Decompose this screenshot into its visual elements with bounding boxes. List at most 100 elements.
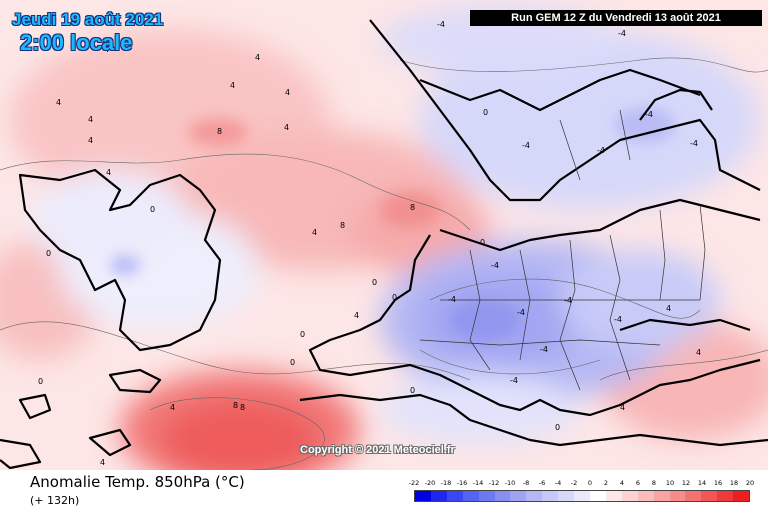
legend-tick-label: 10 [665,479,675,487]
legend-tick-label: -10 [504,479,516,487]
legend-swatch [478,491,495,501]
legend-swatch [558,491,575,501]
legend-tick-label: -14 [472,479,484,487]
legend-swatch [415,491,431,501]
legend-tick-label: 2 [603,479,609,487]
legend-tick-label: 18 [729,479,739,487]
contour-value-label: -4 [645,110,653,119]
legend-tick-label: 16 [713,479,723,487]
contour-value-label: 4 [230,81,235,90]
legend-tick-label: 20 [745,479,755,487]
legend-tick-label: 8 [651,479,657,487]
legend-tick-label: 14 [697,479,707,487]
contour-value-label: -4 [614,315,622,324]
contour-lines [0,57,768,470]
legend-swatch [605,491,622,501]
legend-swatch [669,491,686,501]
legend-tick-label: 12 [681,479,691,487]
contour-value-label: 0 [410,386,415,395]
contour-value-label: 4 [666,304,671,313]
contour-value-label: 0 [555,423,560,432]
legend-tick-label: -12 [488,479,500,487]
contour-value-label: 4 [88,115,93,124]
contour-value-label: -4 [448,295,456,304]
contour-value-label: 4 [88,136,93,145]
legend-swatch [462,491,479,501]
legend-swatch [542,491,559,501]
contour-value-label: 4 [100,458,105,467]
contour-value-label: -4 [564,296,572,305]
legend-color-bar [414,490,750,502]
contour-value-label: 4 [284,123,289,132]
legend-swatch [717,491,734,501]
contour-value-label: 4 [104,45,109,54]
contour-value-label: -4 [597,146,605,155]
legend-tick-label: 6 [635,479,641,487]
contour-value-label: 4 [285,88,290,97]
contour-value-label: 4 [106,168,111,177]
anomaly-map: 4 4 4 4 4 4 4 4 4 8 8 8 8 4 0 0 0 0 0 0 0 0 -4 -4 -4 -4 -4 -4 -4 -4 -4… [0,0,768,470]
color-legend: -22 -20 -18 -16 -14 -12 -10 -8 -6 -4 -2 0 2 4 6 8 10 12 14… [409,479,754,507]
contour-value-label: 0 [392,293,397,302]
legend-tick-label: -22 [408,479,420,487]
contour-value-label: -4 [510,376,518,385]
contour-value-label: 4 [312,228,317,237]
contour-value-label: 4 [170,403,175,412]
legend-swatch [653,491,670,501]
contour-value-label: 0 [38,377,43,386]
contour-value-label: -4 [618,29,626,38]
map-footer: Anomalie Temp. 850hPa (°C) (+ 132h) -22-… [0,470,768,512]
contour-value-label: 0 [300,330,305,339]
legend-tick-label: 0 [587,479,593,487]
contour-value-label: 4 [88,15,93,24]
legend-swatch [574,491,590,501]
forecast-time: 2:00 locale [20,30,133,55]
legend-swatch [446,491,463,501]
legend-swatch [701,491,718,501]
legend-tick-label: -18 [440,479,452,487]
legend-tick-label: -6 [538,479,546,487]
contour-value-label: -4 [540,345,548,354]
variable-title: Anomalie Temp. 850hPa (°C) [30,473,245,491]
contour-value-label: -4 [522,141,530,150]
legend-tick-label: -8 [522,479,530,487]
anomaly-shading [0,5,768,470]
contour-value-label: 4 [56,98,61,107]
legend-swatch [510,491,527,501]
contour-value-label: 8 [410,203,415,212]
contour-value-label: 4 [620,403,625,412]
contour-value-label: 4 [354,311,359,320]
contour-value-label: -4 [690,139,698,148]
contour-value-label: 0 [480,238,485,247]
contour-value-label: 8 [240,403,245,412]
legend-tick-label: -20 [424,479,436,487]
coastlines [0,19,768,470]
contour-value-label: 4 [696,348,701,357]
legend-swatch [637,491,654,501]
contour-value-label: 8 [340,221,345,230]
contour-value-label: 0 [290,358,295,367]
contour-value-label: 4 [255,53,260,62]
contour-value-label: 0 [150,205,155,214]
contour-value-label: -4 [517,308,525,317]
legend-tick-label: -2 [570,479,578,487]
legend-tick-label: 4 [619,479,625,487]
forecast-date: Jeudi 19 août 2021 [12,10,164,29]
contour-value-label: -4 [491,261,499,270]
copyright-text: Copyright © 2021 Meteociel.fr [300,444,455,456]
contour-value-label: 8 [217,127,222,136]
contour-value-label: -4 [437,20,445,29]
contour-value-label: 0 [372,278,377,287]
contour-value-label: 0 [46,249,51,258]
legend-swatch [589,491,606,501]
legend-tick-labels: -22 -20 -18 -16 -14 -12 -10 -8 -6 -4 -2 0 2 4 6 8 10 12 14… [409,479,754,489]
legend-swatch [621,491,638,501]
legend-swatch [685,491,702,501]
legend-tick-label: -4 [554,479,562,487]
contour-value-label: 0 [483,108,488,117]
legend-swatch [494,491,511,501]
legend-swatch [430,491,447,501]
legend-swatch [526,491,543,501]
legend-tick-label: -16 [456,479,468,487]
